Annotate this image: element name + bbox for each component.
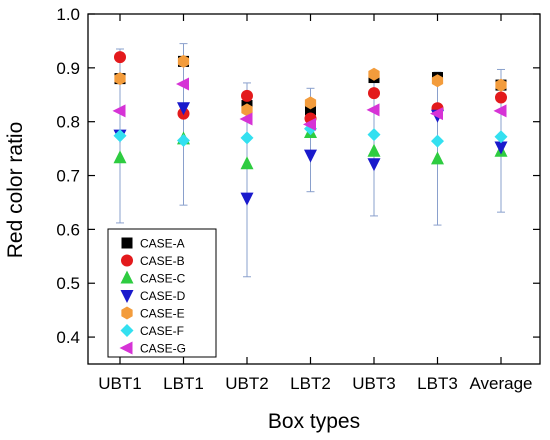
data-point <box>368 67 380 81</box>
data-point <box>240 156 254 170</box>
y-tick-label: 0.5 <box>56 274 80 293</box>
x-tick-label: UBT3 <box>352 374 395 393</box>
data-markers <box>112 51 508 206</box>
legend-item: CASE-D <box>120 289 186 303</box>
data-point <box>368 87 380 100</box>
data-point <box>304 96 317 110</box>
x-tick-label: UBT1 <box>98 374 141 393</box>
y-tick-label: 0.4 <box>56 328 80 347</box>
legend-marker <box>121 237 133 249</box>
x-tick-label: Average <box>469 374 532 393</box>
legend-item: CASE-C <box>120 270 186 286</box>
data-point <box>431 74 444 88</box>
data-point <box>177 54 190 68</box>
data-point <box>241 89 253 102</box>
legend-marker <box>121 306 133 320</box>
data-point <box>241 103 253 117</box>
data-point <box>240 131 254 145</box>
data-point <box>495 78 507 92</box>
legend-label: CASE-D <box>140 289 186 303</box>
y-tick-label: 0.6 <box>56 220 80 239</box>
plot-frame <box>87 13 541 365</box>
legend-marker <box>119 341 133 355</box>
data-point <box>495 91 507 104</box>
error-bar <box>433 71 442 226</box>
x-tick-label: LBT2 <box>290 374 331 393</box>
y-tick-label: 0.8 <box>56 113 80 132</box>
legend-item: CASE-G <box>119 341 186 356</box>
data-point <box>177 134 190 148</box>
data-point <box>114 51 126 64</box>
legend-label: CASE-E <box>140 307 185 321</box>
y-tick-label: 0.9 <box>56 59 80 78</box>
data-point <box>177 102 190 116</box>
data-point <box>114 72 126 86</box>
legend-item: CASE-B <box>121 254 185 268</box>
data-point <box>113 129 127 143</box>
legend-label: CASE-B <box>140 254 185 268</box>
x-axis-title: Box types <box>268 410 360 433</box>
data-point <box>430 107 443 121</box>
legend-marker <box>120 324 134 337</box>
series-case-f <box>113 122 508 148</box>
legend-item: CASE-E <box>121 306 185 321</box>
data-point <box>176 77 189 91</box>
data-point <box>367 158 381 172</box>
legend-marker <box>121 254 133 267</box>
x-tick-label: UBT2 <box>225 374 268 393</box>
data-point <box>367 143 381 157</box>
series-case-d <box>113 102 508 206</box>
data-point <box>431 151 444 165</box>
data-point <box>494 141 508 155</box>
legend-marker <box>120 270 134 284</box>
data-point <box>303 117 316 131</box>
error-bar <box>179 43 188 206</box>
data-point <box>366 103 380 117</box>
legend-label: CASE-C <box>140 272 186 286</box>
data-point <box>112 104 126 118</box>
legend-marker <box>120 290 134 303</box>
data-point <box>431 134 444 148</box>
legend: CASE-A CASE-B CASE-C CASE-D CASE-E CASE-F CASE… <box>107 228 217 358</box>
data-point <box>240 192 254 206</box>
x-tick-label: LBT1 <box>163 374 204 393</box>
data-point <box>113 150 127 164</box>
legend-label: CASE-A <box>140 237 185 251</box>
y-tick-label: 0.7 <box>56 167 80 186</box>
legend-label: CASE-G <box>140 342 186 356</box>
data-point <box>305 104 316 116</box>
series-case-g <box>112 77 507 131</box>
data-point <box>494 130 508 144</box>
x-tick-label: LBT3 <box>417 374 458 393</box>
series-case-e <box>114 54 507 117</box>
x-axis-ticks: UBT1 LBT1 UBT2 LBT2 UBT3 LBT3 Average <box>98 14 533 393</box>
data-point <box>367 128 381 142</box>
y-axis-title: Red color ratio <box>4 122 27 259</box>
legend-item: CASE-F <box>120 324 184 338</box>
data-point <box>493 104 507 118</box>
y-axis-ticks: 0.4 0.5 0.6 0.7 0.8 0.9 1.0 <box>56 5 540 347</box>
legend-label: CASE-F <box>140 324 184 338</box>
y-tick-label: 1.0 <box>56 5 80 24</box>
data-point <box>304 149 317 163</box>
series-case-b <box>114 51 507 125</box>
legend-item: CASE-A <box>121 237 185 251</box>
data-point <box>239 112 253 126</box>
